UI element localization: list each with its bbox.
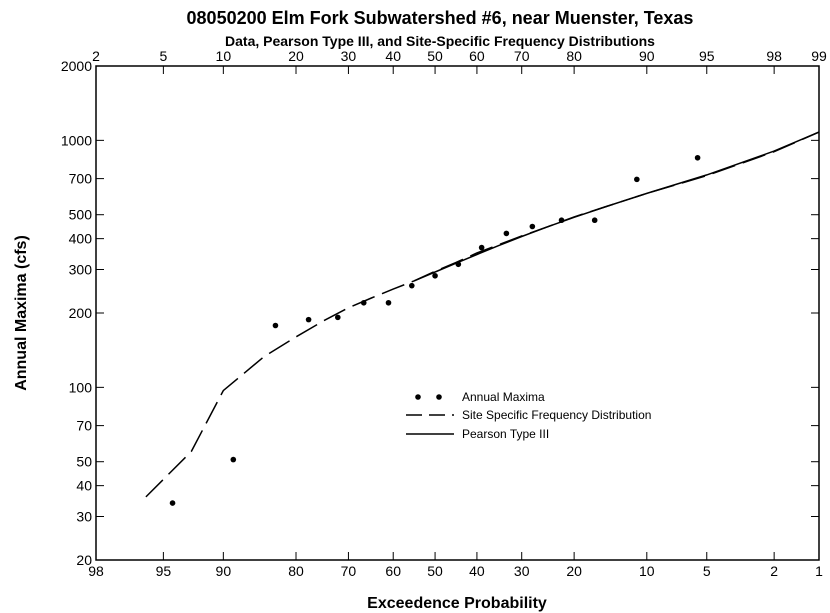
- annual-maxima-point: [360, 299, 367, 306]
- x-tick-label-bottom: 1: [815, 563, 823, 579]
- x-tick-label-bottom: 60: [385, 563, 401, 579]
- x-tick-label-bottom: 20: [566, 563, 582, 579]
- annual-maxima-points: [169, 154, 701, 506]
- y-tick-label: 100: [69, 379, 93, 395]
- annual-maxima-point: [694, 154, 701, 161]
- x-tick-label-bottom: 30: [514, 563, 530, 579]
- annual-maxima-point: [634, 176, 640, 183]
- chart-subtitle: Data, Pearson Type III, and Site-Specifi…: [225, 33, 655, 49]
- legend-label-annual-maxima: Annual Maxima: [462, 390, 545, 404]
- y-tick-label: 700: [69, 171, 93, 187]
- y-tick-label: 20: [76, 552, 92, 568]
- annual-maxima-point: [169, 500, 176, 506]
- annual-maxima-point: [503, 230, 510, 237]
- x-tick-label-bottom: 98: [88, 563, 104, 579]
- x-tick-label-bottom: 95: [156, 563, 172, 579]
- annual-maxima-point: [230, 456, 237, 463]
- x-tick-label-bottom: 5: [703, 563, 711, 579]
- x-tick-label-top: 2: [92, 48, 100, 64]
- annual-maxima-point: [432, 272, 438, 279]
- legend-marker-dot: [436, 394, 442, 400]
- x-tick-label-top: 60: [469, 48, 485, 64]
- x-tick-label-top: 5: [159, 48, 167, 64]
- annual-maxima-point: [409, 282, 415, 289]
- series-lines: [145, 131, 820, 498]
- annual-maxima-point: [455, 261, 462, 268]
- x-axis-label: Exceedence Probability: [367, 595, 547, 612]
- y-tick-label: 1000: [61, 132, 92, 148]
- plot-frame: [95, 65, 820, 561]
- chart-title: 08050200 Elm Fork Subwatershed #6, near …: [187, 8, 694, 28]
- y-axis-label: Annual Maxima (cfs): [13, 235, 30, 391]
- pearson-type-iii-line: [414, 131, 820, 282]
- y-tick-label: 50: [76, 454, 92, 470]
- y-tick-label: 400: [69, 231, 93, 247]
- annual-maxima-point: [305, 316, 312, 323]
- annual-maxima-point: [478, 244, 485, 251]
- x-tick-label-bottom: 90: [216, 563, 232, 579]
- axis-tick-labels: 98 95 90 80 70 60 50 40 30 20 10 5 2 1 2 5 10 20 30 40 50 60 7…: [61, 48, 827, 579]
- x-tick-label-top: 40: [385, 48, 401, 64]
- annual-maxima-point: [334, 314, 341, 321]
- y-tick-label: 40: [76, 478, 92, 494]
- y-tick-label: 70: [76, 418, 92, 434]
- annual-maxima-point: [591, 217, 598, 224]
- x-tick-label-top: 50: [427, 48, 443, 64]
- legend-label-pearson: Pearson Type III: [462, 427, 549, 441]
- x-tick-label-top: 98: [766, 48, 782, 64]
- x-tick-label-top: 30: [341, 48, 357, 64]
- site-specific-distribution-line: [145, 131, 820, 498]
- x-tick-label-bottom: 10: [639, 563, 655, 579]
- y-tick-label: 200: [69, 305, 93, 321]
- annual-maxima-point: [529, 223, 536, 230]
- y-tick-label: 500: [69, 207, 93, 223]
- axis-ticks: [95, 65, 820, 561]
- annual-maxima-point: [272, 322, 279, 329]
- x-tick-label-bottom: 2: [770, 563, 778, 579]
- x-tick-label-top: 90: [639, 48, 655, 64]
- legend-marker-dot: [415, 394, 421, 400]
- y-tick-label: 300: [69, 262, 93, 278]
- x-tick-label-top: 20: [288, 48, 304, 64]
- x-tick-label-bottom: 40: [469, 563, 485, 579]
- legend-label-site-specific: Site Specific Frequency Distribution: [462, 408, 651, 422]
- x-tick-label-top: 99: [811, 48, 827, 64]
- x-tick-label-top: 10: [216, 48, 232, 64]
- annual-maxima-point: [558, 217, 565, 224]
- x-tick-label-bottom: 80: [288, 563, 304, 579]
- annual-maxima-point: [385, 299, 392, 306]
- x-tick-label-bottom: 70: [341, 563, 357, 579]
- x-tick-label-top: 70: [514, 48, 530, 64]
- y-tick-label: 30: [76, 509, 92, 525]
- x-tick-label-bottom: 50: [427, 563, 443, 579]
- y-tick-label: 2000: [61, 58, 92, 74]
- x-tick-label-top: 95: [699, 48, 715, 64]
- legend: Annual Maxima Site Specific Frequency Di…: [406, 390, 651, 441]
- x-tick-label-top: 80: [566, 48, 582, 64]
